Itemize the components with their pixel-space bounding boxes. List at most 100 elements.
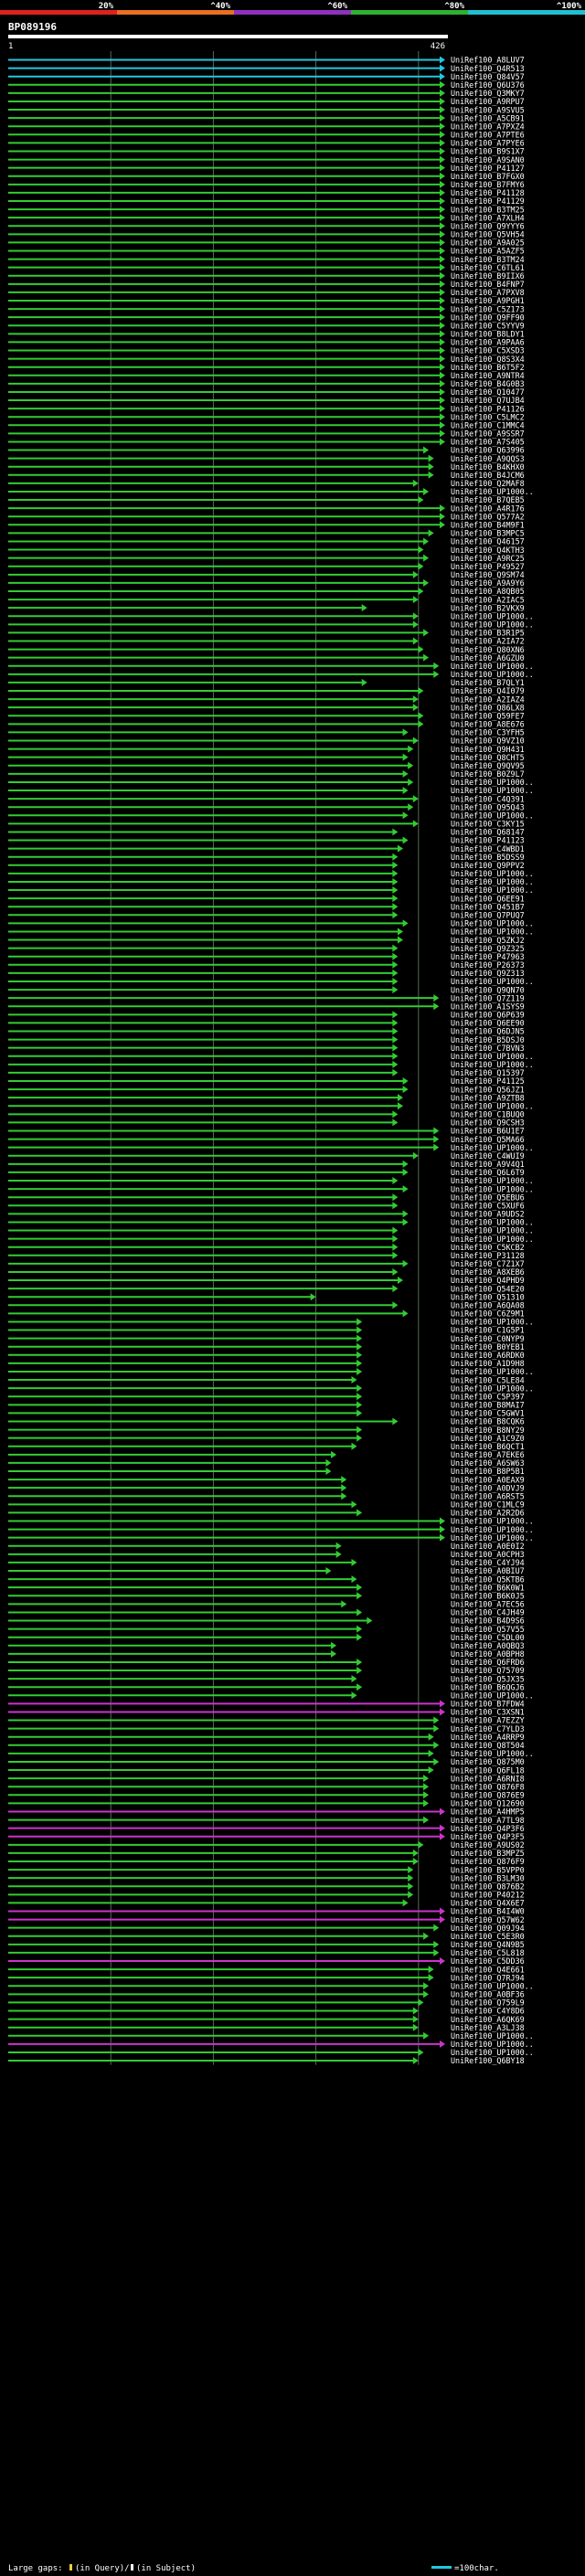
hit-label[interactable]: UniRef100_B3R1P5 <box>451 629 525 638</box>
hit-label[interactable]: UniRef100_Q6DJN5 <box>451 1027 525 1036</box>
hit-label[interactable]: UniRef100_A3LJ38 <box>451 2023 525 2032</box>
hit-label[interactable]: UniRef100_A8QB05 <box>451 587 525 596</box>
hit-label[interactable]: UniRef100_Q6U376 <box>451 80 525 90</box>
hit-label[interactable]: UniRef100_C5KCB2 <box>451 1243 525 1252</box>
hit-label[interactable]: UniRef100_UP1000.. <box>451 811 534 820</box>
hit-label[interactable]: UniRef100_A0QBQ3 <box>451 1641 525 1650</box>
hit-label[interactable]: UniRef100_A6GZU0 <box>451 653 525 663</box>
hit-label[interactable]: UniRef100_UP1000.. <box>451 1101 534 1110</box>
hit-label[interactable]: UniRef100_Q84V57 <box>451 72 525 81</box>
hit-label[interactable]: UniRef100_B7FMY6 <box>451 180 525 189</box>
hit-label[interactable]: UniRef100_C3KY15 <box>451 820 525 829</box>
hit-label[interactable]: UniRef100_UP1000.. <box>451 877 534 886</box>
hit-label[interactable]: UniRef100_B4G0B3 <box>451 379 525 388</box>
hit-label[interactable]: UniRef100_Q3MKY7 <box>451 89 525 98</box>
hit-label[interactable]: UniRef100_Q9QV95 <box>451 761 525 770</box>
hit-label[interactable]: UniRef100_UP1000.. <box>451 869 534 878</box>
hit-label[interactable]: UniRef100_Q5JX35 <box>451 1674 525 1683</box>
hit-label[interactable]: UniRef100_A9PAA6 <box>451 338 525 347</box>
hit-label[interactable]: UniRef100_A9US02 <box>451 1840 525 1850</box>
hit-label[interactable]: UniRef100_C1MLC9 <box>451 1500 525 1510</box>
hit-label[interactable]: UniRef100_C1MMC4 <box>451 420 525 429</box>
hit-label[interactable]: UniRef100_Q876F9 <box>451 1857 525 1866</box>
hit-label[interactable]: UniRef100_UP1000.. <box>451 1235 534 1244</box>
hit-label[interactable]: UniRef100_B4KHX0 <box>451 462 525 472</box>
hit-label[interactable]: UniRef100_A9SAN0 <box>451 155 525 164</box>
hit-label[interactable]: UniRef100_A9SVU5 <box>451 105 525 114</box>
hit-label[interactable]: UniRef100_B6K0W1 <box>451 1583 525 1592</box>
hit-label[interactable]: UniRef100_C5GWV1 <box>451 1409 525 1418</box>
hit-label[interactable]: UniRef100_Q4I079 <box>451 686 525 695</box>
hit-label[interactable]: UniRef100_Q5MA66 <box>451 1135 525 1144</box>
hit-label[interactable]: UniRef100_Q12690 <box>451 1799 525 1808</box>
hit-label[interactable]: UniRef100_C5LE84 <box>451 1375 525 1384</box>
hit-label[interactable]: UniRef100_P40212 <box>451 1891 525 1900</box>
hit-label[interactable]: UniRef100_Q4X6E7 <box>451 1899 525 1908</box>
hit-label[interactable]: UniRef100_C4WBD1 <box>451 844 525 853</box>
hit-label[interactable]: UniRef100_Q59FE7 <box>451 711 525 720</box>
hit-label[interactable]: UniRef100_Q68147 <box>451 828 525 837</box>
hit-label[interactable]: UniRef100_UP1000.. <box>451 1184 534 1193</box>
hit-label[interactable]: UniRef100_Q9H431 <box>451 745 525 754</box>
hit-label[interactable]: UniRef100_A7EZZY <box>451 1716 525 1725</box>
hit-label[interactable]: UniRef100_Q51310 <box>451 1292 525 1301</box>
hit-label[interactable]: UniRef100_A4HMP5 <box>451 1807 525 1817</box>
hit-label[interactable]: UniRef100_B6T5F2 <box>451 363 525 372</box>
hit-label[interactable]: UniRef100_A6RST5 <box>451 1491 525 1500</box>
hit-label[interactable]: UniRef100_Q7UJB4 <box>451 396 525 405</box>
hit-label[interactable]: UniRef100_A0EAX9 <box>451 1475 525 1484</box>
hit-label[interactable]: UniRef100_P47963 <box>451 952 525 961</box>
hit-label[interactable]: UniRef100_Q6EE91 <box>451 894 525 903</box>
hit-label[interactable]: UniRef100_Q63996 <box>451 446 525 455</box>
hit-label[interactable]: UniRef100_B6K0J5 <box>451 1591 525 1600</box>
hit-label[interactable]: UniRef100_B5VPP0 <box>451 1865 525 1874</box>
hit-label[interactable]: UniRef100_A9V4Q1 <box>451 1160 525 1169</box>
hit-label[interactable]: UniRef100_A6QA08 <box>451 1300 525 1309</box>
hit-label[interactable]: UniRef100_B8P5B1 <box>451 1467 525 1476</box>
hit-label[interactable]: UniRef100_UP1000.. <box>451 786 534 795</box>
hit-label[interactable]: UniRef100_Q8S3X4 <box>451 355 525 364</box>
hit-label[interactable]: UniRef100_UP1000.. <box>451 1533 534 1542</box>
hit-label[interactable]: UniRef100_A0BPH8 <box>451 1649 525 1659</box>
hit-label[interactable]: UniRef100_A1D9H8 <box>451 1359 525 1368</box>
hit-label[interactable]: UniRef100_Q75709 <box>451 1666 525 1675</box>
hit-label[interactable]: UniRef100_C4Q391 <box>451 794 525 803</box>
hit-label[interactable]: UniRef100_C5P397 <box>451 1392 525 1401</box>
hit-label[interactable]: UniRef100_B9S1X7 <box>451 147 525 156</box>
hit-label[interactable]: UniRef100_A6RDK0 <box>451 1351 525 1360</box>
hit-label[interactable]: UniRef100_C4JH49 <box>451 1608 525 1617</box>
hit-label[interactable]: UniRef100_A0BIU7 <box>451 1566 525 1575</box>
hit-label[interactable]: UniRef100_B4JCM6 <box>451 471 525 480</box>
hit-label[interactable]: UniRef100_A0CPH3 <box>451 1550 525 1559</box>
hit-label[interactable]: UniRef100_Q95Q43 <box>451 802 525 811</box>
hit-label[interactable]: UniRef100_A5AZF5 <box>451 247 525 256</box>
hit-label[interactable]: UniRef100_B5DSJ0 <box>451 1035 525 1044</box>
hit-label[interactable]: UniRef100_B4M9F1 <box>451 521 525 530</box>
hit-label[interactable]: UniRef100_C4WUI9 <box>451 1151 525 1161</box>
hit-label[interactable]: UniRef100_C5LMC2 <box>451 412 525 421</box>
hit-label[interactable]: UniRef100_A9NTR4 <box>451 371 525 380</box>
hit-label[interactable]: UniRef100_Q4P3F5 <box>451 1832 525 1841</box>
hit-label[interactable]: UniRef100_B6QCT1 <box>451 1442 525 1451</box>
hit-label[interactable]: UniRef100_A6SW63 <box>451 1458 525 1468</box>
hit-label[interactable]: UniRef100_A7EKE6 <box>451 1450 525 1459</box>
hit-label[interactable]: UniRef100_Q15397 <box>451 1068 525 1077</box>
hit-label[interactable]: UniRef100_Q875M0 <box>451 1757 525 1766</box>
hit-label[interactable]: UniRef100_A2IA72 <box>451 637 525 646</box>
hit-label[interactable]: UniRef100_Q56JZ1 <box>451 1085 525 1094</box>
hit-label[interactable]: UniRef100_A7XLH4 <box>451 213 525 222</box>
hit-label[interactable]: UniRef100_Q4R513 <box>451 64 525 73</box>
hit-label[interactable]: UniRef100_UP1000.. <box>451 620 534 630</box>
hit-label[interactable]: UniRef100_Q57W62 <box>451 1915 525 1924</box>
hit-label[interactable]: UniRef100_A9A9Y6 <box>451 578 525 588</box>
hit-label[interactable]: UniRef100_Q4PHD9 <box>451 1276 525 1285</box>
hit-label[interactable]: UniRef100_Q876B2 <box>451 1882 525 1891</box>
hit-label[interactable]: UniRef100_UP1000.. <box>451 919 534 928</box>
hit-label[interactable]: UniRef100_C7Z1X7 <box>451 1259 525 1268</box>
hit-label[interactable]: UniRef100_B8LDY1 <box>451 330 525 339</box>
hit-label[interactable]: UniRef100_Q9YYY6 <box>451 221 525 230</box>
hit-label[interactable]: UniRef100_C3YFH5 <box>451 728 525 737</box>
hit-label[interactable]: UniRef100_Q8CHT5 <box>451 753 525 762</box>
hit-label[interactable]: UniRef100_UP1000.. <box>451 670 534 679</box>
hit-label[interactable]: UniRef100_P41126 <box>451 404 525 413</box>
